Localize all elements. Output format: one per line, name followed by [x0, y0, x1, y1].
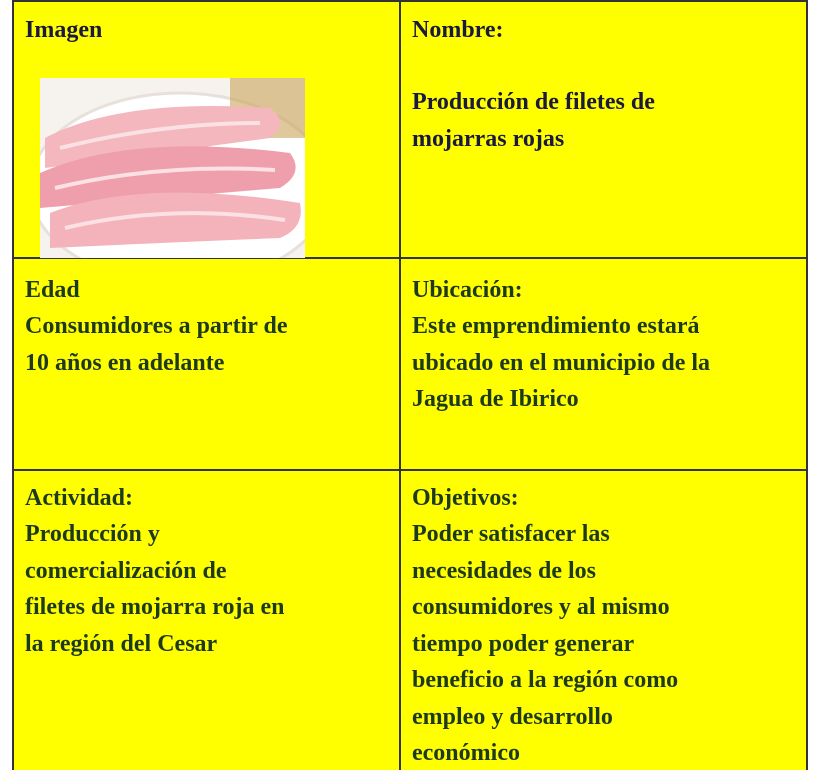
- cell-text: económico: [412, 740, 520, 766]
- cell-text: 10 años en adelante: [25, 349, 225, 376]
- cell-text: la región del Cesar: [25, 630, 218, 657]
- cell-text: ubicado en el municipio de la: [412, 349, 711, 376]
- cell-text: mojarras rojas: [412, 125, 565, 152]
- cell-text: tiempo poder generar: [412, 630, 635, 657]
- cell-label: Ubicación:: [412, 277, 523, 303]
- table-border: [12, 0, 14, 770]
- cell-text: empleo y desarrollo: [412, 703, 613, 730]
- cell-text: Jagua de Ibirico: [412, 386, 579, 412]
- table-border: [399, 0, 401, 770]
- fish-fillet-image: [40, 78, 305, 258]
- cell-text: Producción y: [25, 521, 160, 547]
- cell-label: Edad: [25, 277, 80, 303]
- cell-text: consumidores y al mismo: [412, 594, 670, 620]
- cell-label: Imagen: [25, 17, 103, 43]
- cell-label: Nombre:: [412, 17, 504, 43]
- cell-text: Este emprendimiento estará: [412, 313, 700, 339]
- cell-text: comercialización de: [25, 557, 227, 584]
- cell-text: beneficio a la región como: [412, 667, 679, 693]
- table-border: [806, 0, 808, 770]
- cell-text: filetes de mojarra roja en: [25, 594, 285, 620]
- cell-text: Poder satisfacer las: [412, 521, 610, 547]
- cell-label: Actividad:: [25, 485, 133, 511]
- cell-text: Consumidores a partir de: [25, 313, 288, 339]
- table-border: [12, 0, 808, 2]
- table-border: [12, 257, 808, 259]
- cell-text: Producción de filetes de: [412, 89, 655, 115]
- cell-label: Objetivos:: [412, 485, 519, 511]
- cell-text: necesidades de los: [412, 557, 597, 584]
- table-border: [12, 469, 808, 471]
